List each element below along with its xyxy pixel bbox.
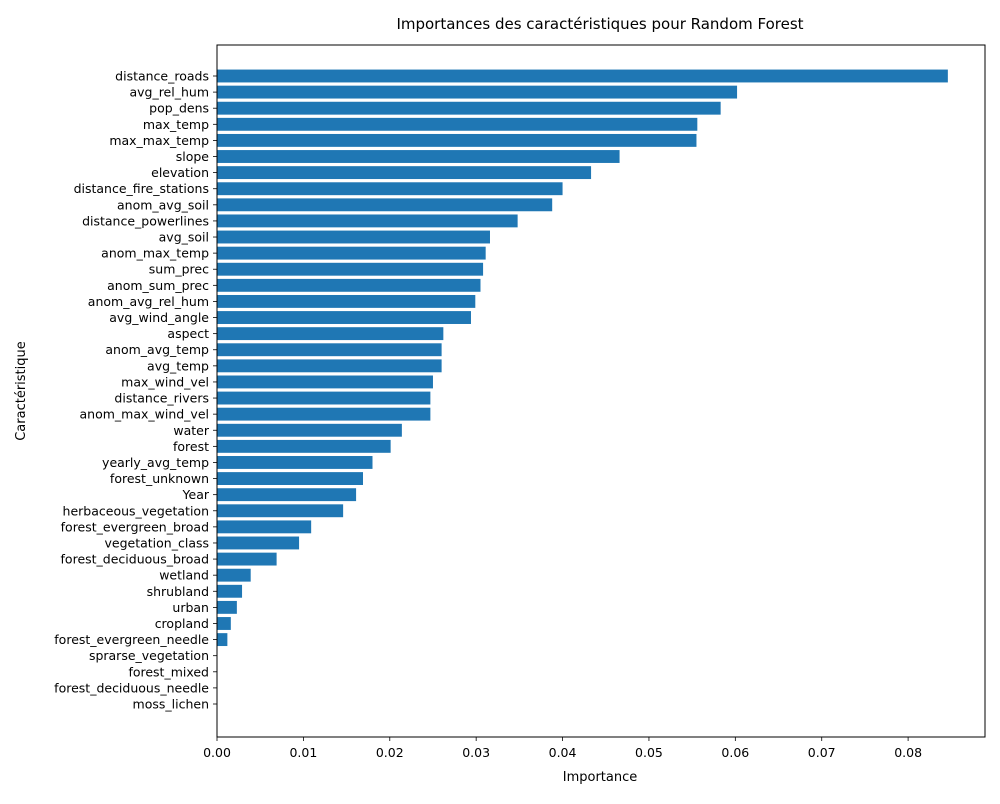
y-tick-label: anom_max_temp xyxy=(101,246,209,261)
y-tick-label: distance_roads xyxy=(115,69,209,84)
x-tick-label: 0.02 xyxy=(376,745,404,760)
y-tick-label: urban xyxy=(172,600,209,615)
bar-avg_rel_hum xyxy=(217,85,738,99)
bar-distance_fire_stations xyxy=(217,182,563,196)
bar-anom_avg_temp xyxy=(217,343,442,357)
x-axis-label: Importance xyxy=(563,770,638,785)
bar-max_wind_vel xyxy=(217,375,433,389)
x-tick-label: 0.04 xyxy=(549,745,577,760)
y-tick-label: cropland xyxy=(155,616,209,631)
y-tick-label: avg_temp xyxy=(147,358,209,373)
y-tick-label: forest_unknown xyxy=(110,471,209,486)
y-tick-label: distance_powerlines xyxy=(82,213,209,228)
y-tick-label: vegetation_class xyxy=(105,535,210,550)
bar-avg_wind_angle xyxy=(217,311,471,324)
y-tick-label: forest_mixed xyxy=(128,664,209,679)
bar-urban xyxy=(217,600,237,614)
y-tick-label: yearly_avg_temp xyxy=(102,455,209,470)
bar-anom_sum_prec xyxy=(217,278,481,292)
y-tick-label: wetland xyxy=(159,568,209,583)
bar-anom_avg_rel_hum xyxy=(217,294,476,308)
y-tick-label: max_wind_vel xyxy=(121,374,209,389)
x-tick-label: 0.07 xyxy=(808,745,836,760)
bar-anom_max_temp xyxy=(217,246,486,260)
x-tick-label: 0.03 xyxy=(462,745,490,760)
y-tick-label: forest_evergreen_broad xyxy=(61,519,209,534)
bar-forest_deciduous_broad xyxy=(217,552,277,566)
bar-water xyxy=(217,423,402,437)
y-tick-label: forest_evergreen_needle xyxy=(54,632,209,647)
y-tick-label: max_temp xyxy=(143,117,209,132)
y-tick-label: avg_wind_angle xyxy=(109,310,209,325)
y-ticks-group: distance_roadsavg_rel_humpop_densmax_tem… xyxy=(54,69,217,712)
y-tick-label: anom_sum_prec xyxy=(107,278,209,293)
y-tick-label: anom_avg_temp xyxy=(105,342,209,357)
x-tick-label: 0.05 xyxy=(635,745,663,760)
bar-forest_evergreen_broad xyxy=(217,520,312,534)
bar-pop_dens xyxy=(217,101,721,115)
y-tick-label: water xyxy=(173,423,209,438)
y-tick-label: pop_dens xyxy=(149,101,209,116)
bar-wetland xyxy=(217,568,251,582)
bar-elevation xyxy=(217,166,592,180)
bar-anom_avg_soil xyxy=(217,198,553,212)
y-tick-label: shrubland xyxy=(147,584,209,599)
bar-avg_soil xyxy=(217,230,490,244)
plot-frame xyxy=(216,44,986,738)
bar-distance_roads xyxy=(217,69,948,83)
y-tick-label: forest_deciduous_needle xyxy=(54,680,209,695)
bar-distance_powerlines xyxy=(217,214,518,228)
y-tick-label: herbaceous_vegetation xyxy=(63,503,209,518)
y-tick-label: forest_deciduous_broad xyxy=(61,552,209,567)
y-tick-label: max_max_temp xyxy=(109,133,209,148)
y-tick-label: distance_rivers xyxy=(114,391,209,406)
bar-herbaceous_vegetation xyxy=(217,504,344,518)
y-axis-label: Caractéristique xyxy=(14,341,29,441)
y-tick-label: elevation xyxy=(151,165,209,180)
bar-aspect xyxy=(217,327,444,341)
y-tick-label: sum_prec xyxy=(149,262,209,277)
y-tick-label: moss_lichen xyxy=(133,697,209,712)
bars-group xyxy=(217,69,948,647)
y-tick-label: forest xyxy=(173,439,209,454)
y-tick-label: aspect xyxy=(167,326,209,341)
bar-forest_evergreen_needle xyxy=(217,633,228,647)
bar-forest xyxy=(217,439,391,453)
bar-vegetation_class xyxy=(217,536,300,550)
bar-shrubland xyxy=(217,584,243,598)
bar-max_max_temp xyxy=(217,133,697,147)
y-tick-label: Year xyxy=(182,487,210,502)
x-ticks-group: 0.00 0.01 0.02 0.03 0.04 0.05 0.06 0.07 0.08 xyxy=(203,737,922,760)
bar-anom_max_wind_vel xyxy=(217,407,431,421)
y-tick-label: anom_avg_rel_hum xyxy=(88,294,209,309)
y-tick-label: distance_fire_stations xyxy=(74,181,209,196)
chart-title: Importances des caractéristiques pour Ra… xyxy=(396,15,803,33)
y-tick-label: anom_max_wind_vel xyxy=(79,407,209,422)
bar-max_temp xyxy=(217,117,698,131)
bar-distance_rivers xyxy=(217,391,431,405)
x-tick-label: 0.01 xyxy=(289,745,317,760)
x-tick-label: 0.06 xyxy=(721,745,749,760)
bar-Year xyxy=(217,488,357,502)
x-tick-label: 0.08 xyxy=(894,745,922,760)
y-tick-label: avg_soil xyxy=(159,230,209,245)
bar-slope xyxy=(217,150,620,163)
y-tick-label: anom_avg_soil xyxy=(117,197,209,212)
bar-cropland xyxy=(217,617,231,630)
x-tick-label: 0.00 xyxy=(203,745,231,760)
y-tick-label: slope xyxy=(176,149,210,164)
y-tick-label: sprarse_vegetation xyxy=(89,648,209,663)
bar-forest_unknown xyxy=(217,472,363,485)
bar-avg_temp xyxy=(217,359,442,373)
y-tick-label: avg_rel_hum xyxy=(129,85,209,100)
bar-yearly_avg_temp xyxy=(217,456,373,469)
bar-sum_prec xyxy=(217,262,484,276)
